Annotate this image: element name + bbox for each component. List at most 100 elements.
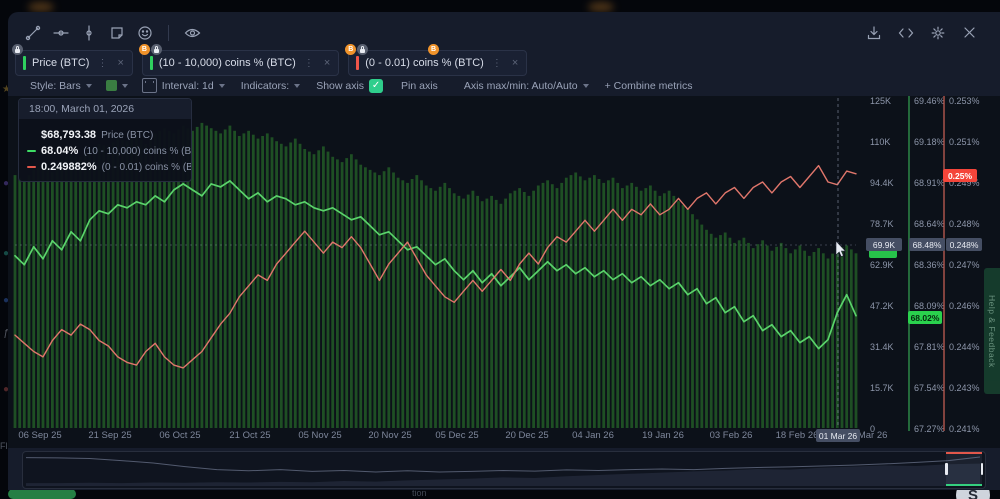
sidebar-fx-icon: ƒ xyxy=(3,328,9,339)
metric-tab-0[interactable]: Price (BTC) ⋮ × xyxy=(12,44,133,76)
chevron-down-icon xyxy=(218,84,225,88)
pin-axis-toggle[interactable]: Pin axis xyxy=(401,80,438,92)
red-legend-dash xyxy=(27,165,36,169)
red-current-value-badge: 0.25% xyxy=(943,169,977,182)
settings-gear-icon[interactable] xyxy=(929,24,946,41)
color-swatch xyxy=(105,80,117,91)
tab-menu-icon[interactable]: ⋮ xyxy=(97,57,109,69)
x-axis-date: 06 Oct 25 xyxy=(159,430,201,441)
hover-tooltip: 18:00, March 01, 2026 $68,793.38 Price (… xyxy=(18,98,192,182)
minimap-right-handle[interactable] xyxy=(980,463,983,475)
chevron-down-icon xyxy=(294,84,301,88)
tab-close-icon[interactable]: × xyxy=(323,57,331,69)
indicators-dropdown[interactable]: Indicators: xyxy=(240,79,301,92)
y-axis-tick-percent_red: 0.246% xyxy=(949,300,980,311)
price-current-badge xyxy=(869,248,897,258)
y-axis-tick-percent_green: 68.64% xyxy=(914,218,945,229)
combine-metrics-button[interactable]: + Combine metrics xyxy=(605,80,693,92)
y-axis-tick-percent_green: 68.09% xyxy=(914,300,945,311)
note-tool-icon[interactable] xyxy=(108,24,125,41)
close-icon[interactable] xyxy=(961,24,978,41)
y-axis-tick-percent_red: 0.243% xyxy=(949,382,980,393)
trend-line-tool-icon[interactable] xyxy=(24,24,41,41)
y-axis-tick-percent_red: 0.244% xyxy=(949,341,980,352)
crosshair-red-chip: 0.248% xyxy=(946,238,982,251)
crosshair-green-chip: 68.48% xyxy=(909,238,945,251)
emoji-tool-icon[interactable] xyxy=(136,24,153,41)
tab-color-bar xyxy=(149,56,153,70)
chevron-down-icon xyxy=(85,84,92,88)
help-feedback-tab[interactable]: Help & Feedback xyxy=(984,268,1000,394)
bitcoin-badge-icon: B xyxy=(138,44,150,55)
tab-close-icon[interactable]: × xyxy=(511,57,519,69)
tab-label: (0 - 0.01) coins % (BTC) xyxy=(365,57,484,69)
y-axis-tick-price: 47.2K xyxy=(870,300,894,311)
y-axis-tick-percent_green: 69.18% xyxy=(914,136,945,147)
style-dropdown[interactable]: Style: Bars xyxy=(30,80,92,92)
tooltip-red-label: (0 - 0.01) coins % (BTC) xyxy=(101,161,192,173)
x-axis-date: 05 Nov 25 xyxy=(298,430,342,441)
tooltip-green-label: (10 - 10,000) coins % (BTC) xyxy=(83,145,192,157)
metric-tab-2[interactable]: B (0 - 0.01) coins % (BTC) ⋮ × xyxy=(345,44,528,76)
show-axis-label: Show axis xyxy=(316,79,365,92)
tab-color-bar xyxy=(23,56,26,70)
background-partial-label: Fl xyxy=(0,441,8,451)
style-bar: Style: Bars Interval: 1d Indicators: Sho… xyxy=(30,78,692,93)
minimap-left-handle[interactable] xyxy=(945,463,948,475)
minimap-navigator[interactable] xyxy=(22,451,986,489)
color-swatch-dropdown[interactable] xyxy=(105,80,128,91)
x-axis-date: 21 Oct 25 xyxy=(229,430,271,441)
tab-close-icon[interactable]: × xyxy=(117,57,124,69)
y-axis-tick-percent_red: 0.251% xyxy=(949,136,980,147)
horizontal-line-tool-icon[interactable] xyxy=(52,24,69,41)
lock-badge-icon xyxy=(357,44,369,55)
tooltip-green-value: 68.04% xyxy=(41,145,79,157)
y-axis-tick-percent_red: 0.247% xyxy=(949,259,980,270)
lock-badge-icon xyxy=(12,44,23,55)
visibility-eye-icon[interactable] xyxy=(184,24,201,41)
tab-menu-icon[interactable]: ⋮ xyxy=(491,57,503,69)
tooltip-red-value: 0.249882% xyxy=(41,161,97,173)
y-axis-tick-percent_green: 68.91% xyxy=(914,177,945,188)
tooltip-row-green: 68.04% (10 - 10,000) coins % (BTC) xyxy=(27,145,191,157)
crosshair-date-chip: 01 Mar 26 xyxy=(816,429,860,442)
y-axis-tick-percent_green: 67.54% xyxy=(914,382,945,393)
background-blob xyxy=(588,2,614,12)
green-legend-dash xyxy=(27,149,36,153)
metric-tab-1[interactable]: B (10 - 10,000) coins % (BTC) ⋮ × xyxy=(138,44,340,76)
indicators-label: Indicators: xyxy=(240,79,290,92)
pin-axis-label: Pin axis xyxy=(401,79,438,92)
x-axis-date: 06 Sep 25 xyxy=(18,430,62,441)
tab-menu-icon[interactable]: ⋮ xyxy=(303,57,315,69)
axis-minmax-label: Axis max/min: Auto/Auto xyxy=(463,79,578,92)
tab-label: Price (BTC) xyxy=(32,57,90,69)
metric-tabs: Price (BTC) ⋮ × B (10 - 10,000) coins % (BTC… xyxy=(12,44,528,76)
minimap-selection-window[interactable] xyxy=(945,452,983,486)
y-axis-tick-percent_green: 69.46% xyxy=(914,95,945,106)
sidebar-dot-icon: ● xyxy=(3,295,10,306)
y-axis-tick-price: 110K xyxy=(870,136,891,147)
vertical-line-tool-icon[interactable] xyxy=(80,24,97,41)
background-blob xyxy=(28,2,54,12)
interval-label: Interval: 1d xyxy=(161,79,214,92)
embed-code-icon[interactable] xyxy=(897,24,914,41)
download-chart-icon[interactable] xyxy=(865,24,882,41)
x-axis-date: 03 Feb 26 xyxy=(709,430,753,441)
combine-metrics-label: + Combine metrics xyxy=(604,79,693,92)
y-axis-tick-percent_red: 0.241% xyxy=(949,423,980,434)
window-toolbar xyxy=(865,24,978,41)
chevron-down-icon xyxy=(582,84,589,88)
interval-dropdown[interactable]: Interval: 1d xyxy=(141,78,225,93)
axis-minmax-dropdown[interactable]: Axis max/min: Auto/Auto xyxy=(464,80,589,92)
drawing-toolbar xyxy=(24,24,201,41)
y-axis-tick-percent_green: 67.27% xyxy=(914,423,945,434)
show-axis-checkbox[interactable]: ✓ xyxy=(369,78,384,93)
tooltip-row-price: $68,793.38 Price (BTC) xyxy=(27,129,183,141)
show-axis-toggle[interactable]: Show axis ✓ xyxy=(316,78,384,93)
background-partial-text: tion xyxy=(412,488,427,498)
x-axis-date: 04 Jan 26 xyxy=(572,430,614,441)
sidebar-dot-icon: ● xyxy=(3,248,10,259)
y-axis-tick-percent_green: 67.81% xyxy=(914,341,945,352)
x-axis-date: 20 Dec 25 xyxy=(505,430,549,441)
